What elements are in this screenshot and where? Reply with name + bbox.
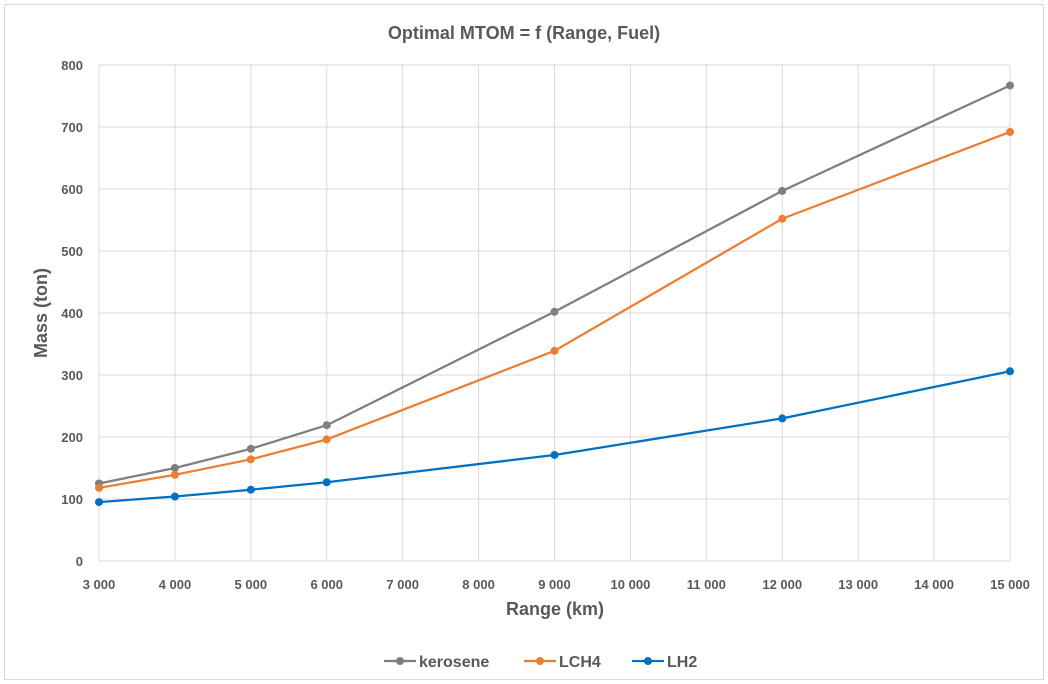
legend-item-lch4: LCH4 xyxy=(524,654,601,671)
data-point-kerosene xyxy=(170,464,179,472)
chart-title: Optimal MTOM = f (Range, Fuel) xyxy=(388,23,660,43)
chart-frame xyxy=(4,4,1044,680)
legend-label: LCH4 xyxy=(559,654,601,671)
legend-label: kerosene xyxy=(419,654,489,671)
x-tick-label: 9 000 xyxy=(538,577,571,592)
data-point-lh2 xyxy=(246,485,255,494)
y-tick-label: 100 xyxy=(61,492,83,507)
data-point-lch4 xyxy=(550,346,559,355)
legend-marker xyxy=(644,657,652,665)
y-axis-title: Mass (ton) xyxy=(31,268,51,358)
y-tick-label: 700 xyxy=(61,120,83,135)
data-point-kerosene xyxy=(778,186,787,195)
x-tick-label: 11 000 xyxy=(687,577,726,592)
x-axis-ticks: 3 000 4 000 5 000 6 000 7 000 8 000 9 000 10 00… xyxy=(83,577,1030,592)
data-point-lch4 xyxy=(170,470,179,479)
data-point-kerosene xyxy=(550,307,559,316)
x-axis-title: Range (km) xyxy=(506,599,604,619)
y-tick-label: 500 xyxy=(61,244,83,259)
data-point-lh2 xyxy=(778,414,787,423)
data-point-kerosene xyxy=(1006,81,1014,90)
legend-item-lh2: LH2 xyxy=(632,654,697,671)
data-point-kerosene xyxy=(322,421,331,430)
data-point-lh2 xyxy=(550,450,559,459)
data-point-lh2 xyxy=(170,492,179,501)
legend-item-kerosene: kerosene xyxy=(384,654,489,671)
x-tick-label: 10 000 xyxy=(611,577,651,592)
x-tick-label: 12 000 xyxy=(762,577,802,592)
series-group xyxy=(95,81,1014,507)
y-tick-label: 600 xyxy=(61,182,83,197)
legend-marker xyxy=(396,657,404,665)
data-point-lch4 xyxy=(322,435,331,444)
y-tick-label: 800 xyxy=(61,58,83,73)
y-tick-label: 0 xyxy=(76,554,83,569)
data-point-lh2 xyxy=(322,478,331,487)
data-point-lh2 xyxy=(1006,367,1014,376)
data-point-lch4 xyxy=(246,455,255,464)
legend-label: LH2 xyxy=(667,654,697,671)
x-tick-label: 4 000 xyxy=(159,577,192,592)
data-point-lh2 xyxy=(95,498,103,507)
x-tick-label: 13 000 xyxy=(838,577,878,592)
x-tick-label: 15 000 xyxy=(990,577,1030,592)
y-tick-label: 300 xyxy=(61,368,83,383)
data-point-lch4 xyxy=(95,483,103,492)
y-axis-ticks: 0 100 200 300 400 500 600 700 800 xyxy=(61,58,83,569)
data-point-kerosene xyxy=(246,444,255,453)
x-tick-label: 8 000 xyxy=(462,577,495,592)
x-tick-label: 6 000 xyxy=(310,577,343,592)
data-point-lch4 xyxy=(778,214,787,223)
data-point-lch4 xyxy=(1006,127,1014,136)
x-tick-label: 14 000 xyxy=(914,577,954,592)
y-tick-label: 200 xyxy=(61,430,83,445)
legend: kerosene LCH4 LH2 xyxy=(384,654,697,671)
legend-marker xyxy=(536,657,544,665)
y-tick-label: 400 xyxy=(61,306,83,321)
x-tick-label: 7 000 xyxy=(386,577,419,592)
x-tick-label: 3 000 xyxy=(83,577,116,592)
x-tick-label: 5 000 xyxy=(235,577,268,592)
